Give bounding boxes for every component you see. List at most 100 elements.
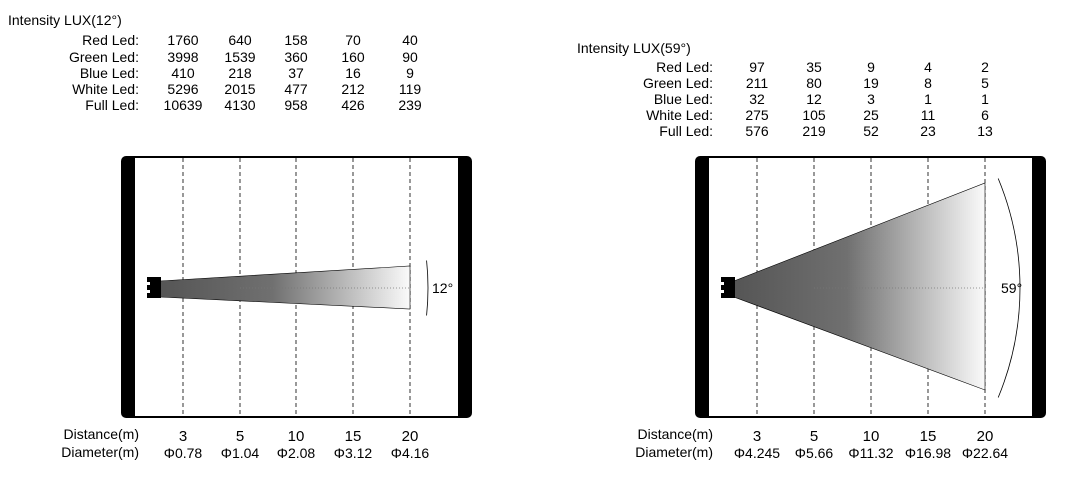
lux-value: 90: [402, 49, 418, 65]
distance-value: 10: [288, 428, 305, 445]
diameter-value: Φ4.16: [391, 445, 430, 461]
lux-value: 13: [977, 123, 993, 139]
lux-value: 160: [341, 49, 365, 65]
distance-value: 3: [179, 428, 187, 445]
lux-value: 958: [284, 97, 308, 113]
lux-value: 23: [920, 123, 936, 139]
distance-value: 3: [753, 428, 761, 445]
lux-value: 40: [402, 32, 418, 48]
lux-value: 37: [288, 65, 304, 81]
intensity-row: Blue Led: 410 218 37 16 9: [80, 65, 414, 81]
diameter-value: Φ11.32: [848, 445, 893, 461]
lux-value: 360: [284, 49, 308, 65]
lux-value: 12: [806, 91, 822, 107]
lux-value: 158: [284, 32, 308, 48]
lux-value: 9: [867, 59, 875, 75]
beam-angle-label: 12°: [432, 280, 453, 296]
intensity-row: White Led: 275 105 25 11 6: [646, 107, 989, 123]
lux-value: 1: [924, 91, 932, 107]
intensity-row: White Led: 5296 2015 477 212 119: [72, 81, 421, 97]
row-label: Blue Led:: [80, 65, 139, 81]
lux-value: 4: [924, 59, 932, 75]
diameter-value: Φ2.08: [277, 445, 316, 461]
intensity-row: Red Led: 97 35 9 4 2: [656, 59, 989, 75]
panel-1: Intensity LUX(12°) Red Led: 1760 640 158 70 40…: [8, 12, 472, 461]
row-label: White Led:: [72, 81, 139, 97]
beam-angle-label: 59°: [1001, 280, 1022, 296]
row-label: Green Led:: [69, 49, 139, 65]
distance-value: 5: [810, 428, 818, 445]
lux-value: 5296: [167, 81, 198, 97]
distance-value: 20: [402, 428, 419, 445]
row-label: Green Led:: [643, 75, 713, 91]
lux-value: 640: [228, 32, 252, 48]
lux-value: 25: [863, 107, 879, 123]
lux-value: 3998: [167, 49, 198, 65]
lux-value: 1539: [224, 49, 255, 65]
panel-title: Intensity LUX(59°): [577, 40, 691, 56]
lux-value: 4130: [224, 97, 255, 113]
distance-value: 5: [236, 428, 244, 445]
angle-arc: [997, 178, 1021, 398]
lux-value: 80: [806, 75, 822, 91]
row-label: Blue Led:: [654, 91, 713, 107]
row-label: Red Led:: [82, 32, 139, 48]
lux-value: 2: [981, 59, 989, 75]
lux-value: 52: [863, 123, 879, 139]
lux-value: 16: [345, 65, 361, 81]
lux-value: 10639: [164, 97, 203, 113]
lux-value: 1760: [167, 32, 198, 48]
lux-value: 119: [399, 81, 422, 97]
distance-value: 20: [977, 428, 994, 445]
lux-value: 5: [981, 75, 989, 91]
lux-value: 477: [284, 81, 308, 97]
lux-value: 410: [171, 65, 195, 81]
angle-arc: [426, 260, 429, 316]
row-label: Red Led:: [656, 59, 713, 75]
lux-value: 35: [806, 59, 822, 75]
fixture-icon: [721, 277, 735, 298]
lux-value: 219: [802, 123, 826, 139]
diameter-label: Diameter(m): [635, 444, 713, 460]
lux-value: 32: [749, 91, 765, 107]
distance-value: 15: [345, 428, 362, 445]
lux-value: 239: [398, 97, 422, 113]
lux-value: 8: [924, 75, 932, 91]
lux-value: 1: [981, 91, 989, 107]
distance-value: 10: [863, 428, 880, 445]
diameter-value: Φ1.04: [221, 445, 260, 461]
lux-value: 9: [406, 65, 414, 81]
lux-value: 211: [746, 75, 769, 91]
lux-value: 218: [228, 65, 252, 81]
diameter-label: Diameter(m): [61, 444, 139, 460]
diameter-value: Φ5.66: [795, 445, 834, 461]
fixture-icon: [147, 277, 161, 298]
row-label: Full Led:: [85, 97, 139, 113]
distance-label: Distance(m): [638, 426, 713, 442]
intensity-row: Red Led: 1760 640 158 70 40: [82, 32, 418, 48]
distance-label: Distance(m): [64, 426, 139, 442]
row-label: White Led:: [646, 107, 713, 123]
lux-value: 97: [749, 59, 765, 75]
lux-value: 105: [802, 107, 826, 123]
distance-value: 15: [920, 428, 937, 445]
lux-value: 19: [863, 75, 879, 91]
lux-value: 426: [341, 97, 365, 113]
lux-value: 275: [745, 107, 769, 123]
row-label: Full Led:: [659, 123, 713, 139]
intensity-row: Full Led: 576 219 52 23 13: [659, 123, 993, 139]
intensity-row: Green Led: 3998 1539 360 160 90: [69, 49, 418, 65]
diameter-value: Φ3.12: [334, 445, 373, 461]
intensity-row: Green Led: 211 80 19 8 5: [643, 75, 989, 91]
lux-value: 2015: [224, 81, 255, 97]
lux-value: 11: [921, 107, 936, 123]
lux-value: 6: [981, 107, 989, 123]
lux-value: 576: [745, 123, 769, 139]
lux-value: 212: [341, 81, 365, 97]
diameter-value: Φ4.245: [734, 445, 780, 461]
panel-title: Intensity LUX(12°): [8, 12, 122, 28]
lux-value: 70: [345, 32, 361, 48]
diameter-value: Φ0.78: [164, 445, 203, 461]
